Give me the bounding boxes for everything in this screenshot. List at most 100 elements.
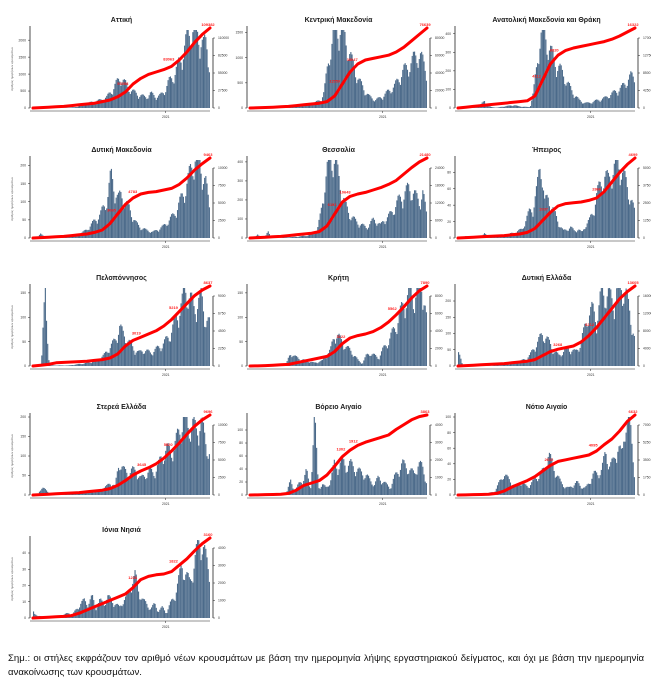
daily-cases-bar: [154, 603, 156, 618]
daily-cases-bar: [294, 107, 296, 108]
daily-cases-bar: [169, 601, 172, 618]
y-tick-label: 400: [445, 32, 451, 36]
daily-cases-bar: [415, 474, 417, 495]
daily-cases-bar: [588, 483, 591, 495]
y-tick-label: 60: [239, 454, 243, 458]
daily-cases-bar: [287, 237, 289, 238]
daily-cases-bar: [146, 478, 148, 495]
daily-cases-bar: [416, 474, 418, 495]
daily-cases-bar: [110, 599, 113, 618]
daily-cases-bar: [99, 489, 101, 495]
daily-cases-bar: [167, 80, 169, 108]
daily-cases-bar: [139, 96, 141, 108]
daily-cases-bar: [535, 478, 538, 495]
daily-cases-bar: [160, 456, 162, 495]
y-tick-label: 150: [445, 315, 451, 319]
daily-cases-bar: [339, 462, 341, 495]
daily-cases-bar: [142, 228, 144, 238]
daily-cases-bar: [148, 350, 150, 366]
daily-cases-bar: [300, 235, 302, 238]
daily-cases-bar: [208, 581, 210, 618]
y2-tick-label: 110000: [218, 36, 229, 40]
daily-cases-bar: [145, 228, 147, 238]
daily-cases-bar: [373, 219, 376, 238]
daily-cases-bar: [140, 599, 142, 618]
daily-cases-bar: [619, 185, 621, 238]
daily-cases-bar: [49, 365, 51, 366]
daily-cases-bar: [383, 345, 385, 366]
daily-cases-bar: [343, 459, 345, 495]
y2-tick-label: 16000: [643, 294, 651, 298]
daily-cases-bar: [340, 339, 342, 366]
daily-cases-bar: [184, 202, 186, 238]
daily-cases-bar: [162, 464, 164, 495]
daily-cases-bar: [379, 480, 381, 495]
daily-cases-bar: [202, 547, 205, 618]
daily-cases-bar: [609, 98, 611, 108]
daily-cases-bar: [191, 581, 193, 618]
daily-cases-bar: [517, 105, 519, 108]
daily-cases-bar: [604, 96, 606, 108]
daily-cases-bar: [324, 83, 326, 108]
chart-panel: Βόρειο Αιγαίο 0 20 40 60 80 100 2021 0 1000 2000 30…: [222, 397, 442, 522]
daily-cases-bar: [524, 483, 526, 495]
daily-cases-bar: [136, 479, 138, 495]
daily-cases-bar: [340, 457, 342, 495]
daily-cases-bar: [606, 169, 608, 238]
y2-tick-label: 0: [435, 236, 437, 240]
y2-tick-label: 5000: [643, 166, 651, 170]
daily-cases-bar: [542, 30, 545, 108]
cumulative-cases-line: [31, 26, 212, 110]
daily-cases-bar: [421, 199, 423, 238]
chart-title: Ήπειρος: [532, 147, 562, 154]
daily-cases-bar: [205, 327, 207, 366]
daily-cases-bar: [147, 349, 149, 366]
daily-cases-bar: [53, 365, 55, 366]
daily-cases-bar: [176, 320, 179, 366]
daily-cases-bar: [368, 94, 370, 108]
chart-title: Δυτική Ελλάδα: [522, 274, 572, 282]
daily-cases-bar: [113, 191, 115, 238]
daily-cases-bar: [405, 185, 407, 238]
daily-cases-bar: [301, 105, 304, 108]
daily-cases-bar: [600, 186, 602, 238]
y2-tick-label: 3000: [435, 441, 443, 445]
daily-cases-bar: [133, 89, 135, 108]
daily-cases-bar: [300, 482, 302, 495]
daily-cases-bar: [114, 83, 116, 108]
daily-cases-bar: [593, 100, 595, 108]
daily-cases-bar: [57, 365, 59, 366]
daily-cases-bar: [90, 491, 92, 495]
daily-cases-bar: [383, 221, 385, 238]
daily-cases-bar: [385, 91, 387, 108]
daily-cases-bar: [309, 362, 311, 366]
daily-cases-bar: [77, 106, 79, 108]
daily-cases-bar: [538, 478, 540, 495]
daily-cases-bar: [74, 364, 76, 366]
daily-cases-bar: [41, 488, 43, 495]
daily-cases-bar: [390, 93, 392, 108]
daily-cases-bar: [352, 356, 354, 366]
chart-svg: Βόρειο Αιγαίο020406080100202101000200030…: [237, 404, 442, 506]
daily-cases-bar: [51, 365, 54, 366]
y-tick-label: 20: [447, 220, 451, 224]
y-tick-label: 80: [447, 171, 451, 175]
y-tick-label: 0: [241, 106, 243, 110]
daily-cases-bar: [173, 318, 175, 366]
daily-cases-bar: [333, 163, 335, 238]
daily-cases-bar: [363, 479, 365, 495]
daily-cases-bar: [68, 365, 70, 366]
daily-cases-bar: [565, 85, 567, 108]
daily-cases-bar: [375, 223, 377, 238]
daily-cases-bar: [629, 417, 631, 495]
daily-cases-bar: [109, 170, 111, 238]
daily-cases-bar: [165, 92, 167, 108]
daily-cases-bar: [110, 168, 113, 238]
daily-cases-bar: [132, 221, 134, 238]
daily-cases-bar: [626, 85, 628, 108]
y2-tick-label: 0: [643, 493, 645, 497]
daily-cases-bar: [325, 486, 327, 495]
daily-cases-bar: [398, 476, 400, 495]
daily-cases-bar: [130, 217, 133, 238]
daily-cases-bar: [329, 160, 331, 238]
